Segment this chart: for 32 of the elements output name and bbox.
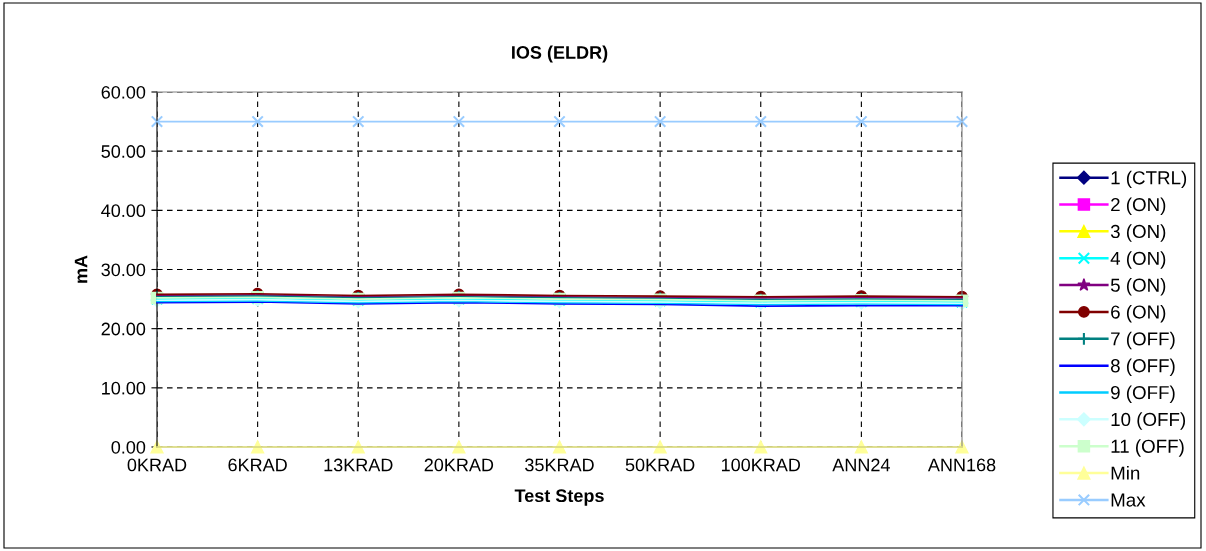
legend-label: 4 (ON) (1110, 251, 1166, 269)
x-tick-label: 6KRAD (228, 458, 287, 472)
legend-label: 7 (OFF) (1111, 331, 1175, 350)
legend-label: 5 (ON) (1110, 278, 1166, 296)
legend-label: 6 (ON) (1111, 304, 1166, 323)
legend-label: 10 (OFF) (1111, 412, 1186, 430)
legend-label: Min (1111, 466, 1140, 480)
y-tick-label: 40.00 (101, 204, 146, 218)
legend-label: 11 (OFF) (1111, 439, 1184, 457)
y-tick-label: 50.00 (101, 145, 146, 158)
x-tick-label: 50KRAD (625, 458, 695, 472)
y-tick-label: 10.00 (102, 381, 146, 395)
y-tick-label: 30.00 (101, 263, 146, 277)
x-tick-label: 0KRAD (127, 458, 187, 472)
y-tick-label: 20.00 (101, 322, 146, 336)
y-tick-label: 0.00 (111, 440, 146, 454)
x-tick-label: 20KRAD (424, 458, 494, 472)
x-axis-title: Test Steps (514, 489, 604, 506)
chart-title: IOS (ELDR) (512, 45, 608, 63)
x-tick-label: 13KRAD (324, 458, 393, 472)
y-axis-title: mA (74, 255, 88, 283)
x-tick-label: 100KRAD (721, 458, 801, 472)
legend-label: 8 (OFF) (1110, 358, 1175, 377)
x-tick-label: ANN168 (927, 458, 996, 472)
x-tick-label: 35KRAD (525, 458, 594, 472)
legend-label: 2 (ON) (1111, 197, 1166, 215)
legend-label: Max (1111, 493, 1146, 507)
y-tick-label: 60.00 (101, 85, 146, 99)
legend-label: 9 (OFF) (1111, 385, 1175, 403)
x-tick-label: ANN24 (832, 458, 890, 472)
legend-label: 3 (ON) (1110, 224, 1166, 242)
legend-label: 1 (CTRL) (1111, 170, 1187, 189)
